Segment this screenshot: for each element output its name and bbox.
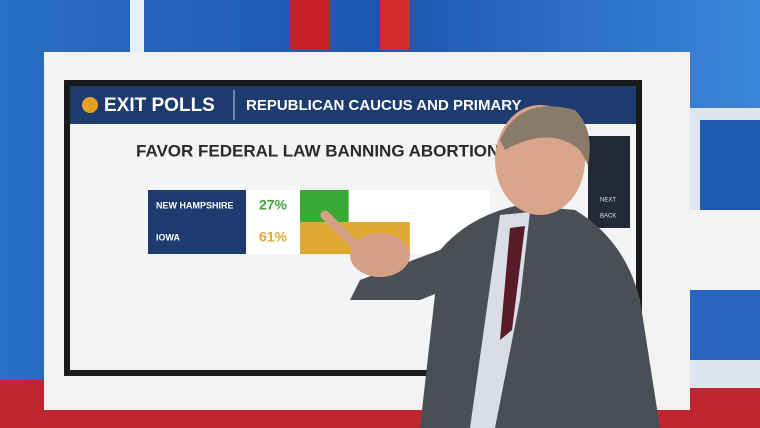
value-box	[246, 190, 300, 222]
value-label: 61%	[259, 229, 288, 245]
brand: EXIT POLLS	[104, 95, 215, 116]
value-box	[246, 222, 300, 254]
rows: NEW HAMPSHIRE 27% IOWA 61%	[148, 190, 490, 254]
side-buttons: NEXT BACK	[600, 198, 616, 220]
side-button: BACK	[600, 214, 616, 220]
side-screen-panel	[700, 120, 760, 210]
studio-pillar	[290, 0, 330, 50]
row-label-box	[148, 190, 246, 222]
header-title: REPUBLICAN CAUCUS AND PRIMARY	[246, 97, 522, 114]
arm	[350, 250, 470, 300]
presenter	[320, 105, 660, 428]
value-label: 27%	[259, 197, 288, 213]
hair	[500, 106, 590, 165]
side-button: NEXT	[600, 198, 616, 204]
question: FAVOR FEDERAL LAW BANNING ABORTIONS NATI…	[136, 141, 600, 160]
studio-pillar	[130, 0, 144, 60]
side-screen-panel	[690, 210, 760, 290]
hand	[350, 233, 410, 277]
row-label-box	[148, 222, 246, 254]
row-label: IOWA	[156, 232, 180, 242]
network-logo	[82, 97, 98, 113]
studio-pillar	[380, 0, 410, 50]
row-label: NEW HAMPSHIRE	[156, 200, 234, 210]
finger	[320, 210, 360, 250]
tie	[500, 226, 525, 340]
side-menu	[588, 136, 630, 228]
